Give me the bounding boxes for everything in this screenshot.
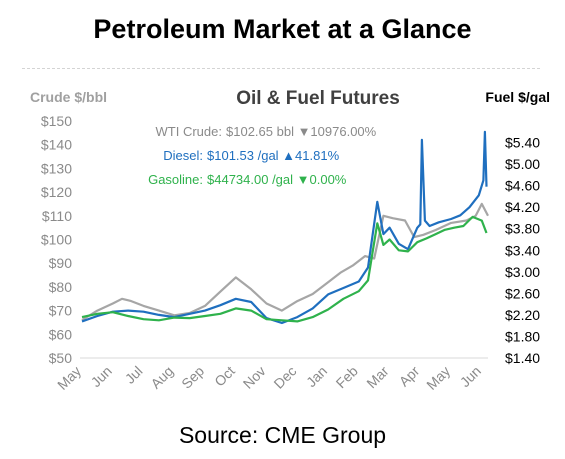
x-tick-label: Nov <box>240 363 269 392</box>
left-tick-label: $130 <box>41 160 72 176</box>
page-title: Petroleum Market at a Glance <box>93 14 472 44</box>
x-tick-label: Jun <box>457 363 484 390</box>
left-tick-label: $100 <box>41 232 72 248</box>
source-note: Source: CME Group <box>178 422 387 448</box>
legend-label: Gasoline: <box>148 172 203 187</box>
right-tick-label: $2.20 <box>505 307 540 323</box>
left-tick-label: $70 <box>49 303 73 319</box>
right-tick-label: $1.80 <box>505 328 540 344</box>
right-tick-label: $5.00 <box>505 156 540 172</box>
legend-value: $44734.00 /gal ▼0.00% <box>207 172 347 187</box>
x-tick-label: Sep <box>178 363 207 392</box>
x-tick-label: Mar <box>363 363 392 392</box>
right-tick-label: $2.60 <box>505 285 540 301</box>
right-tick-label: $1.40 <box>505 350 540 366</box>
left-tick-label: $150 <box>41 113 72 129</box>
left-axis-title: Crude $/bbl <box>30 89 107 105</box>
x-tick-label: Feb <box>333 363 362 392</box>
x-tick-label: Oct <box>211 363 238 390</box>
chart-title: Oil & Fuel Futures <box>236 88 400 109</box>
left-tick-label: $110 <box>42 208 72 224</box>
x-tick-label: Jul <box>122 363 146 387</box>
right-tick-label: $5.40 <box>505 135 540 151</box>
legend-value: $101.53 /gal ▲41.81% <box>207 148 340 163</box>
left-tick-label: $90 <box>49 255 73 271</box>
left-tick-label: $50 <box>49 350 73 366</box>
right-tick-label: $4.20 <box>505 199 540 215</box>
legend-value: $102.65 bbl ▼10976.00% <box>226 124 377 139</box>
x-tick-label: Aug <box>147 363 176 392</box>
x-tick-label: May <box>54 363 84 393</box>
legend-label: WTI Crude: <box>156 124 222 139</box>
left-tick-label: $120 <box>41 184 72 200</box>
right-tick-label: $4.60 <box>505 178 540 194</box>
left-tick-label: $80 <box>49 279 73 295</box>
legend-label: Diesel: <box>163 148 203 163</box>
right-tick-label: $3.40 <box>505 242 540 258</box>
right-tick-label: $3.00 <box>505 264 540 280</box>
series-line-diesel <box>81 130 488 325</box>
x-tick-label: Apr <box>396 363 423 390</box>
series-line-wti-crude <box>81 202 489 322</box>
x-tick-label: May <box>423 363 453 393</box>
x-tick-label: Jun <box>88 363 115 390</box>
right-tick-label: $3.80 <box>505 221 540 237</box>
x-tick-label: Dec <box>270 363 299 392</box>
left-tick-label: $140 <box>41 137 72 153</box>
left-tick-label: $60 <box>49 326 73 342</box>
series-line-gasoline <box>81 215 488 323</box>
right-axis-title: Fuel $/gal <box>485 89 550 105</box>
x-tick-label: Jan <box>303 363 330 390</box>
divider <box>22 68 540 69</box>
